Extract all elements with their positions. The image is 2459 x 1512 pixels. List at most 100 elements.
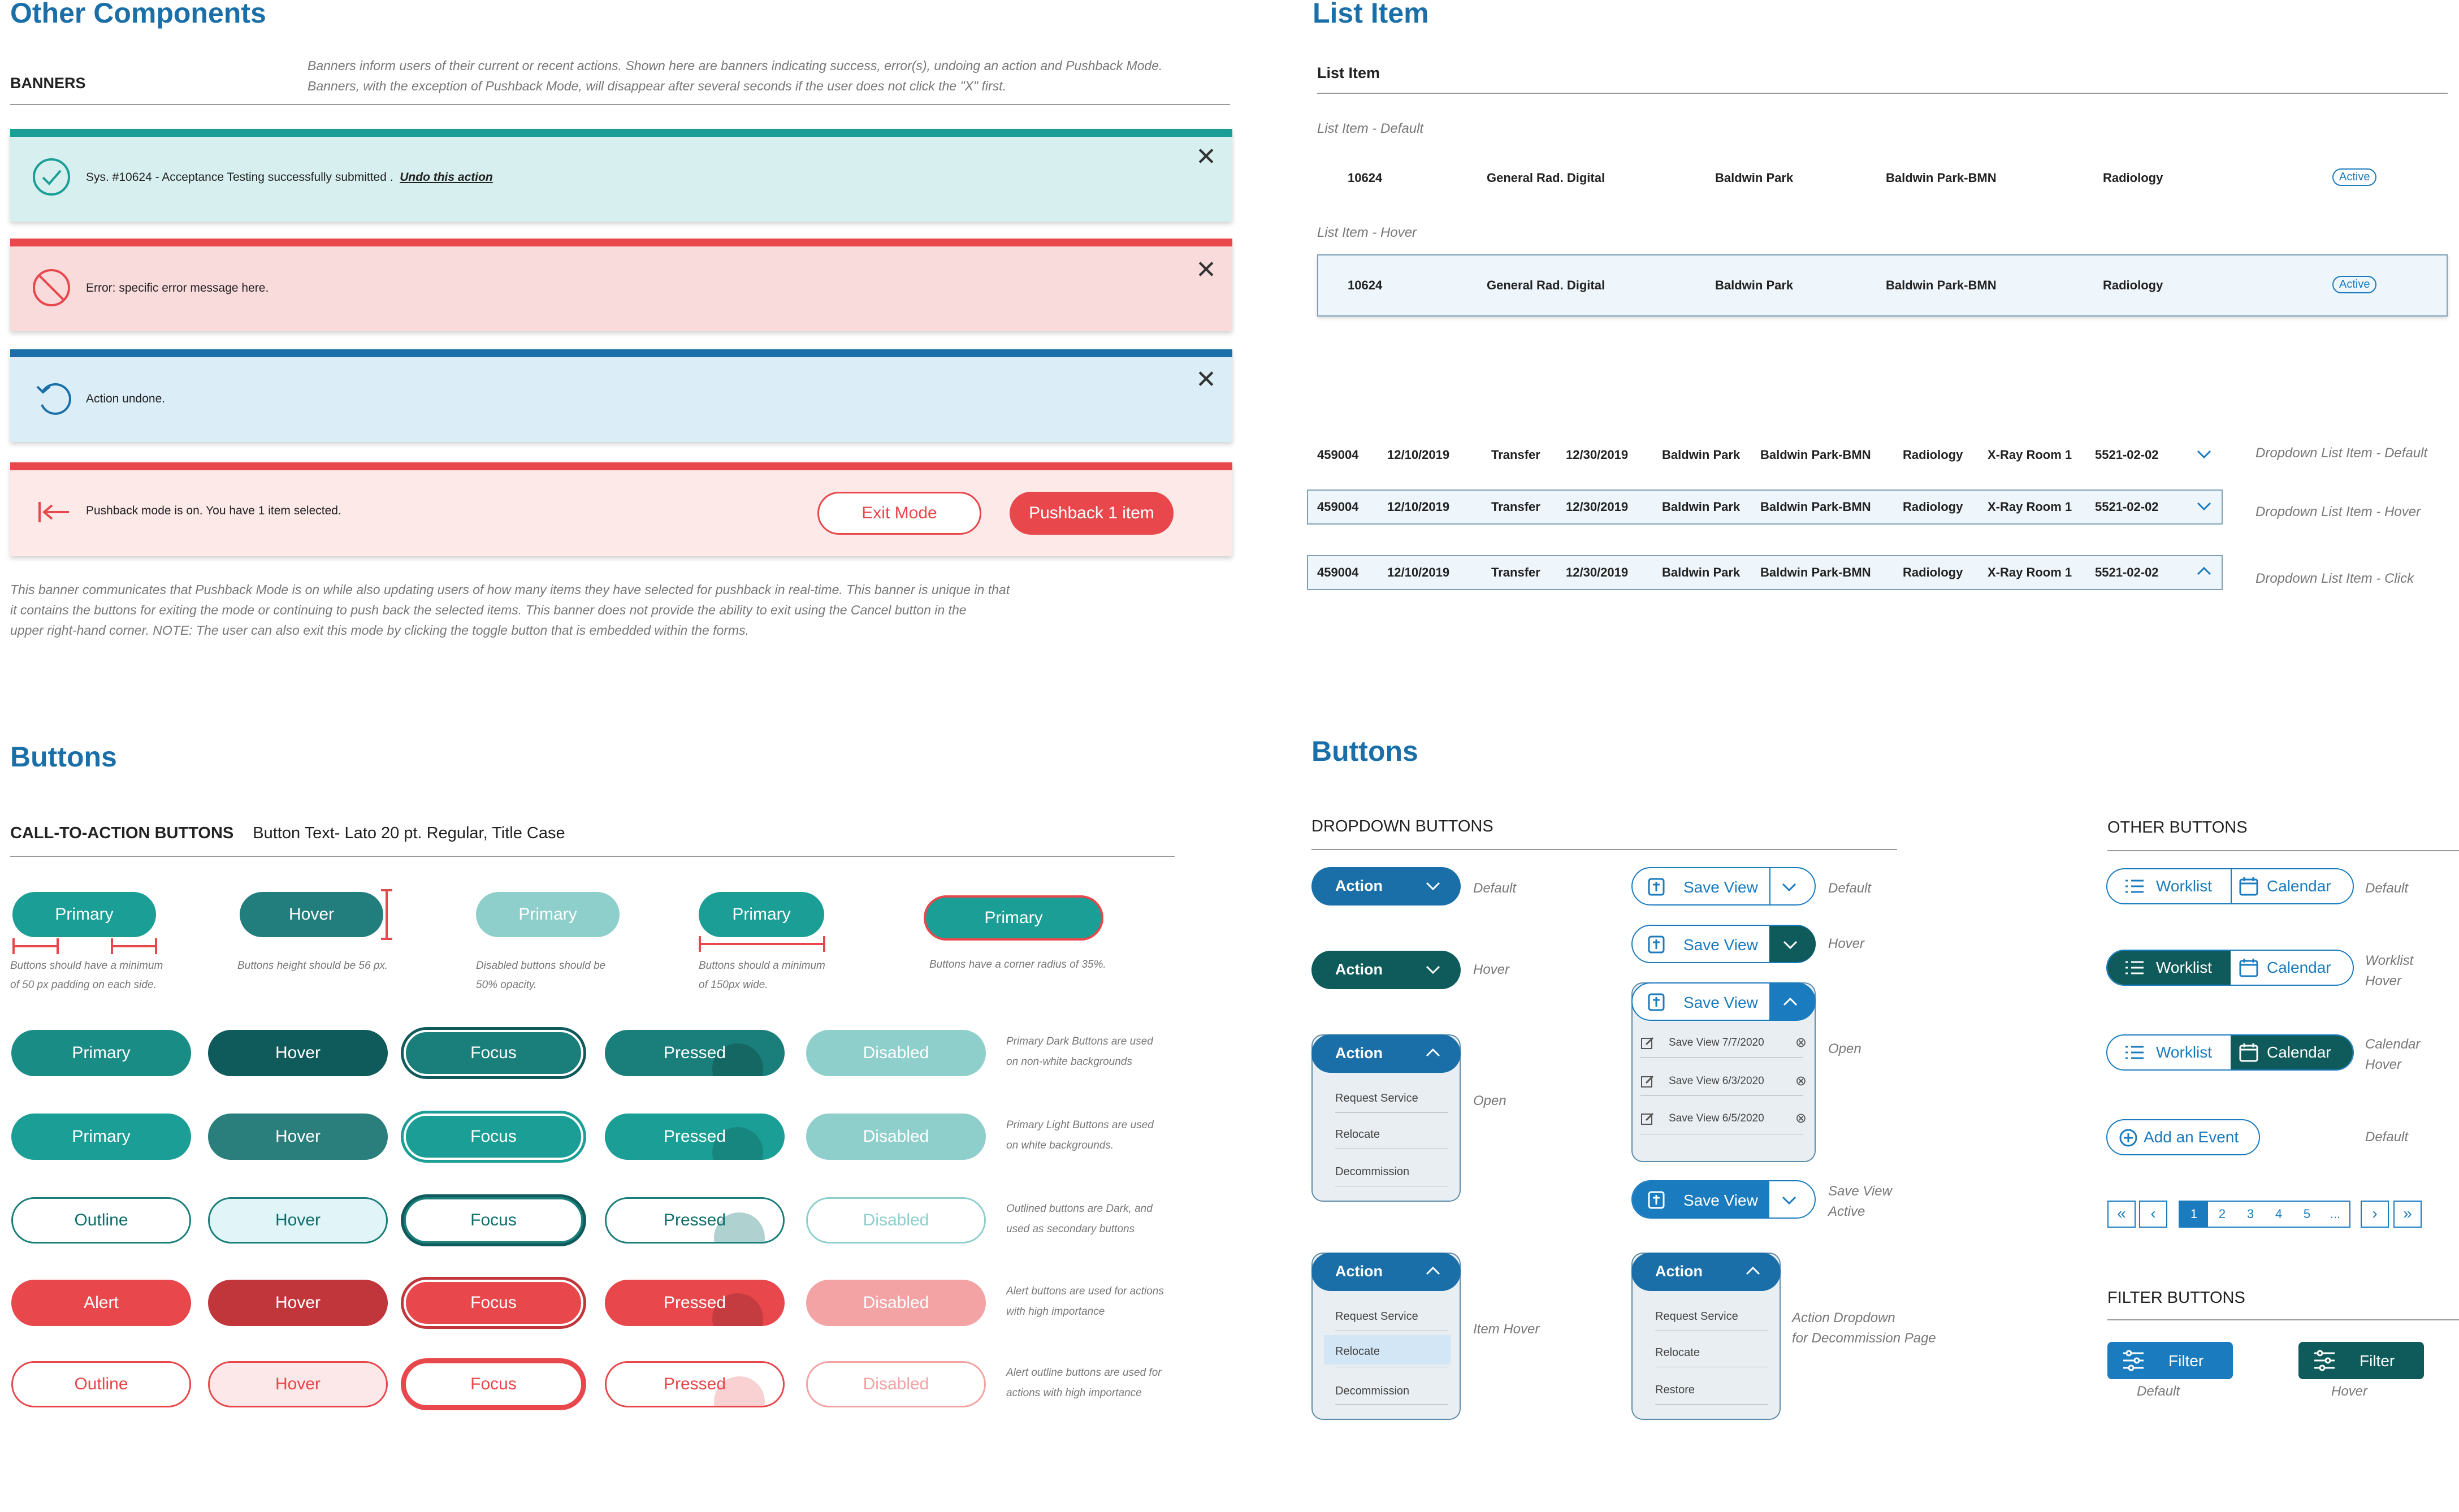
primary-light-focus-button[interactable]: Focus xyxy=(404,1114,583,1160)
primary-light-pressed-button[interactable]: Pressed xyxy=(605,1114,785,1160)
add-event-button[interactable]: Add an Event xyxy=(2106,1119,2260,1155)
alert-default-button[interactable]: Alert xyxy=(11,1280,191,1326)
chevron-down-icon[interactable] xyxy=(1781,882,1798,893)
edit-icon[interactable] xyxy=(1640,1036,1655,1050)
divider xyxy=(2107,1319,2459,1320)
list-item-default[interactable]: 10624 General Rad. Digital Baldwin Park … xyxy=(1317,158,2445,198)
next-page-icon[interactable]: › xyxy=(2361,1201,2389,1228)
button-label: Pressed xyxy=(663,1211,726,1229)
alert-outline-hover-button[interactable]: Hover xyxy=(208,1361,388,1407)
primary-dark-hover-button[interactable]: Hover xyxy=(208,1030,388,1076)
primary-dark-pressed-button[interactable]: Pressed xyxy=(605,1030,785,1076)
edit-icon[interactable] xyxy=(1640,1074,1655,1089)
calendar-button[interactable]: Calendar xyxy=(2231,1036,2353,1069)
remove-circle-icon[interactable]: ⊗ xyxy=(1795,1111,1807,1126)
worklist-button[interactable]: Worklist xyxy=(2107,951,2231,985)
edit-icon[interactable] xyxy=(1640,1111,1655,1126)
save-view-button-open[interactable]: Save View xyxy=(1631,982,1816,1021)
first-page-icon[interactable]: « xyxy=(2107,1201,2136,1228)
spec-note-1b: of 50 px padding on each side. xyxy=(10,979,157,991)
dropdown-list-item-hover[interactable]: 459004 12/10/2019 Transfer 12/30/2019 Ba… xyxy=(1307,489,2223,525)
cell-action: Transfer xyxy=(1491,448,1540,462)
primary-button-spec[interactable]: Primary xyxy=(12,892,156,937)
save-view-button-hover[interactable]: Save View xyxy=(1631,925,1816,963)
menu-item-request-service[interactable]: Request Service xyxy=(1335,1092,1418,1104)
menu-item-relocate[interactable]: Relocate xyxy=(1655,1346,1700,1359)
calendar-button[interactable]: Calendar xyxy=(2232,869,2353,903)
save-view-button-active[interactable]: Save View xyxy=(1631,1180,1816,1219)
menu-item-request-service[interactable]: Request Service xyxy=(1655,1310,1738,1323)
page-4[interactable]: 4 xyxy=(2275,1207,2283,1221)
cell-dept: Baldwin Park-BMN xyxy=(1886,171,1997,185)
divider xyxy=(1317,93,2448,94)
menu-item-decommission[interactable]: Decommission xyxy=(1335,1166,1410,1178)
chevron-down-icon[interactable] xyxy=(2196,449,2213,460)
action-dropdown-open[interactable]: Action xyxy=(1311,1034,1461,1073)
action-dropdown-decommission[interactable]: Action xyxy=(1631,1253,1781,1291)
saved-view-item[interactable]: Save View 6/5/2020 xyxy=(1669,1112,1764,1124)
menu-item-decommission[interactable]: Decommission xyxy=(1335,1385,1410,1397)
worklist-label: Worklist xyxy=(2156,959,2213,976)
outline-hover-button[interactable]: Hover xyxy=(208,1197,388,1244)
action-dropdown-item-hover[interactable]: Action xyxy=(1311,1253,1461,1291)
outline-default-button[interactable]: Outline xyxy=(11,1197,191,1244)
saved-view-item[interactable]: Save View 7/7/2020 xyxy=(1669,1037,1764,1049)
calendar-icon xyxy=(2239,1043,2258,1062)
close-icon[interactable]: ✕ xyxy=(1196,256,1216,284)
primary-button-width-spec[interactable]: Primary xyxy=(699,892,824,937)
action-dropdown-default[interactable]: Action xyxy=(1311,867,1461,906)
button-label: Outline xyxy=(74,1375,128,1393)
alert-pressed-button[interactable]: Pressed xyxy=(605,1280,785,1326)
primary-light-default-button[interactable]: Primary xyxy=(11,1114,191,1160)
primary-dark-focus-button[interactable]: Focus xyxy=(404,1030,583,1076)
dropdown-list-item-click[interactable]: 459004 12/10/2019 Transfer 12/30/2019 Ba… xyxy=(1307,555,2223,590)
button-label: Outline xyxy=(74,1211,128,1229)
chevron-segment[interactable] xyxy=(1769,926,1816,962)
worklist-button[interactable]: Worklist xyxy=(2107,869,2231,903)
save-view-button-default[interactable]: Save View xyxy=(1631,867,1816,906)
primary-dark-default-button[interactable]: Primary xyxy=(11,1030,191,1076)
alert-outline-focus-button[interactable]: Focus xyxy=(404,1361,583,1407)
page-5[interactable]: 5 xyxy=(2303,1207,2311,1221)
outline-focus-button[interactable]: Focus xyxy=(404,1197,583,1244)
menu-item-relocate[interactable]: Relocate xyxy=(1335,1128,1380,1141)
primary-light-hover-button[interactable]: Hover xyxy=(208,1114,388,1160)
chevron-up-icon[interactable] xyxy=(2196,565,2213,577)
prev-page-icon[interactable]: ‹ xyxy=(2139,1201,2167,1228)
page-1[interactable]: 1 xyxy=(2180,1202,2208,1227)
remove-circle-icon[interactable]: ⊗ xyxy=(1795,1073,1807,1089)
alert-focus-button[interactable]: Focus xyxy=(404,1280,583,1326)
calendar-button[interactable]: Calendar xyxy=(2232,951,2353,985)
undo-link[interactable]: Undo this action xyxy=(400,171,493,184)
last-page-icon[interactable]: » xyxy=(2393,1201,2422,1228)
close-icon[interactable]: ✕ xyxy=(1196,366,1216,393)
action-dropdown-hover[interactable]: Action xyxy=(1311,951,1461,989)
menu-item-request-service[interactable]: Request Service xyxy=(1335,1310,1418,1323)
exit-mode-button[interactable]: Exit Mode xyxy=(817,492,981,535)
page-3[interactable]: 3 xyxy=(2246,1207,2254,1221)
list-item-hover[interactable]: 10624 General Rad. Digital Baldwin Park … xyxy=(1317,254,2448,317)
filter-button-hover[interactable]: Filter xyxy=(2298,1342,2424,1379)
pushback-button[interactable]: Pushback 1 item xyxy=(1010,492,1174,535)
saved-view-item[interactable]: Save View 6/3/2020 xyxy=(1669,1075,1764,1087)
filter-label: Filter xyxy=(2360,1352,2395,1370)
close-icon[interactable]: ✕ xyxy=(1196,143,1216,171)
check-circle-icon xyxy=(33,158,70,196)
active-segment[interactable] xyxy=(1633,1181,1769,1218)
filter-button-default[interactable]: Filter xyxy=(2107,1342,2233,1379)
remove-circle-icon[interactable]: ⊗ xyxy=(1795,1035,1807,1050)
outline-pressed-button[interactable]: Pressed xyxy=(605,1197,785,1244)
chevron-down-icon[interactable] xyxy=(2196,501,2213,512)
chevron-down-icon[interactable] xyxy=(1781,1195,1798,1206)
menu-item-relocate[interactable]: Relocate xyxy=(1335,1345,1380,1358)
menu-item-restore[interactable]: Restore xyxy=(1655,1384,1695,1396)
worklist-button[interactable]: Worklist xyxy=(2107,1036,2231,1069)
alert-hover-button[interactable]: Hover xyxy=(208,1280,388,1326)
dropdown-list-item-default[interactable]: 459004 12/10/2019 Transfer 12/30/2019 Ba… xyxy=(1307,437,2223,473)
hover-button-spec[interactable]: Hover xyxy=(240,892,383,937)
primary-button-radius-spec[interactable]: Primary xyxy=(924,895,1103,941)
alert-outline-default-button[interactable]: Outline xyxy=(11,1361,191,1407)
page-more[interactable]: ... xyxy=(2330,1207,2341,1221)
alert-outline-pressed-button[interactable]: Pressed xyxy=(605,1361,785,1407)
page-2[interactable]: 2 xyxy=(2218,1207,2226,1221)
